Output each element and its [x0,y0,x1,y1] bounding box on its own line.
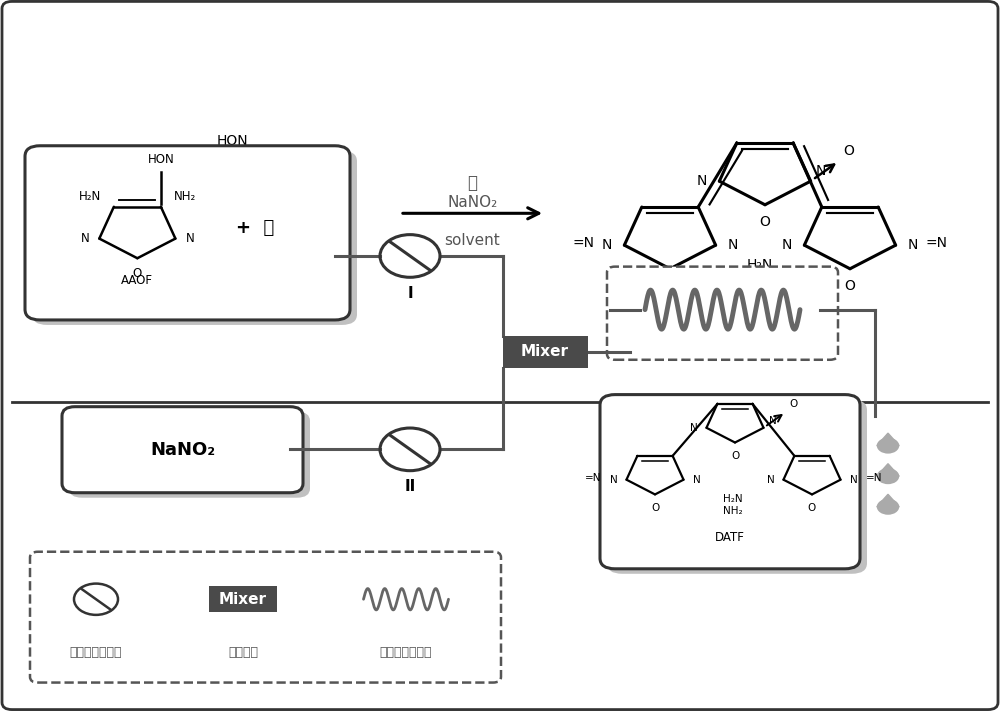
FancyBboxPatch shape [600,395,860,569]
Text: N: N [610,475,617,485]
Text: O: O [808,503,816,513]
Text: N: N [908,238,918,252]
Text: Mixer: Mixer [521,344,569,360]
Text: 微流场反应装置: 微流场反应装置 [380,646,432,660]
Circle shape [877,499,899,515]
Text: O: O [790,400,798,410]
FancyBboxPatch shape [607,400,867,574]
Text: II: II [404,479,416,494]
Text: O: O [760,215,770,230]
Text: H₂N: H₂N [747,258,773,272]
Text: O: O [844,144,855,158]
Text: H₂N: H₂N [723,494,743,504]
Text: NH₂: NH₂ [250,180,277,194]
Text: NaNO₂: NaNO₂ [150,441,215,459]
Text: Mixer: Mixer [219,592,267,606]
Text: O: O [195,283,205,297]
Text: N: N [265,236,276,250]
Text: +  酸: + 酸 [236,219,274,237]
Text: =N: =N [926,236,948,250]
Text: 注射泵或踠动泵: 注射泵或踠动泵 [70,646,122,660]
Text: NH₂: NH₂ [174,191,196,203]
Text: N: N [769,416,776,426]
Text: I: I [407,286,413,301]
Polygon shape [877,433,899,446]
Text: 酸: 酸 [468,174,478,192]
FancyBboxPatch shape [69,412,310,498]
Text: H₂N: H₂N [123,180,150,194]
Text: =N: =N [572,236,594,250]
FancyBboxPatch shape [25,146,350,320]
Text: DATF: DATF [736,309,774,324]
FancyBboxPatch shape [607,267,838,360]
Text: N: N [767,475,774,485]
Text: N: N [850,475,857,485]
Text: DATF: DATF [715,531,745,545]
Text: O: O [731,451,739,461]
Text: AAOF: AAOF [121,274,153,287]
Text: O: O [651,503,659,513]
FancyBboxPatch shape [209,587,277,612]
FancyBboxPatch shape [503,336,588,368]
FancyBboxPatch shape [32,151,357,325]
Text: N: N [816,164,826,178]
Text: N: N [185,232,194,245]
Text: N: N [690,423,697,433]
FancyBboxPatch shape [30,552,501,683]
Text: =N: =N [585,473,601,483]
Text: NH₂: NH₂ [747,272,773,287]
Text: NaNO₂: NaNO₂ [447,195,498,210]
Text: =N: =N [866,473,882,483]
Text: N: N [602,238,612,252]
Text: solvent: solvent [445,233,500,248]
Text: H₂N: H₂N [79,191,101,203]
Text: O: O [845,279,855,294]
Text: O: O [133,267,142,280]
Text: N: N [124,236,135,250]
FancyBboxPatch shape [62,407,303,493]
Text: HON: HON [147,154,174,166]
Circle shape [877,469,899,484]
Text: 微混合器: 微混合器 [228,646,258,660]
Text: HON: HON [217,134,248,149]
Polygon shape [877,494,899,507]
Text: N: N [782,238,792,252]
Text: N: N [81,232,89,245]
Circle shape [877,438,899,454]
Text: NH₂: NH₂ [723,506,743,516]
Text: N: N [728,238,738,252]
Text: O: O [665,279,675,294]
Polygon shape [877,464,899,476]
Text: N: N [693,475,700,485]
Text: N: N [697,174,707,188]
Text: AAOF: AAOF [179,299,221,314]
